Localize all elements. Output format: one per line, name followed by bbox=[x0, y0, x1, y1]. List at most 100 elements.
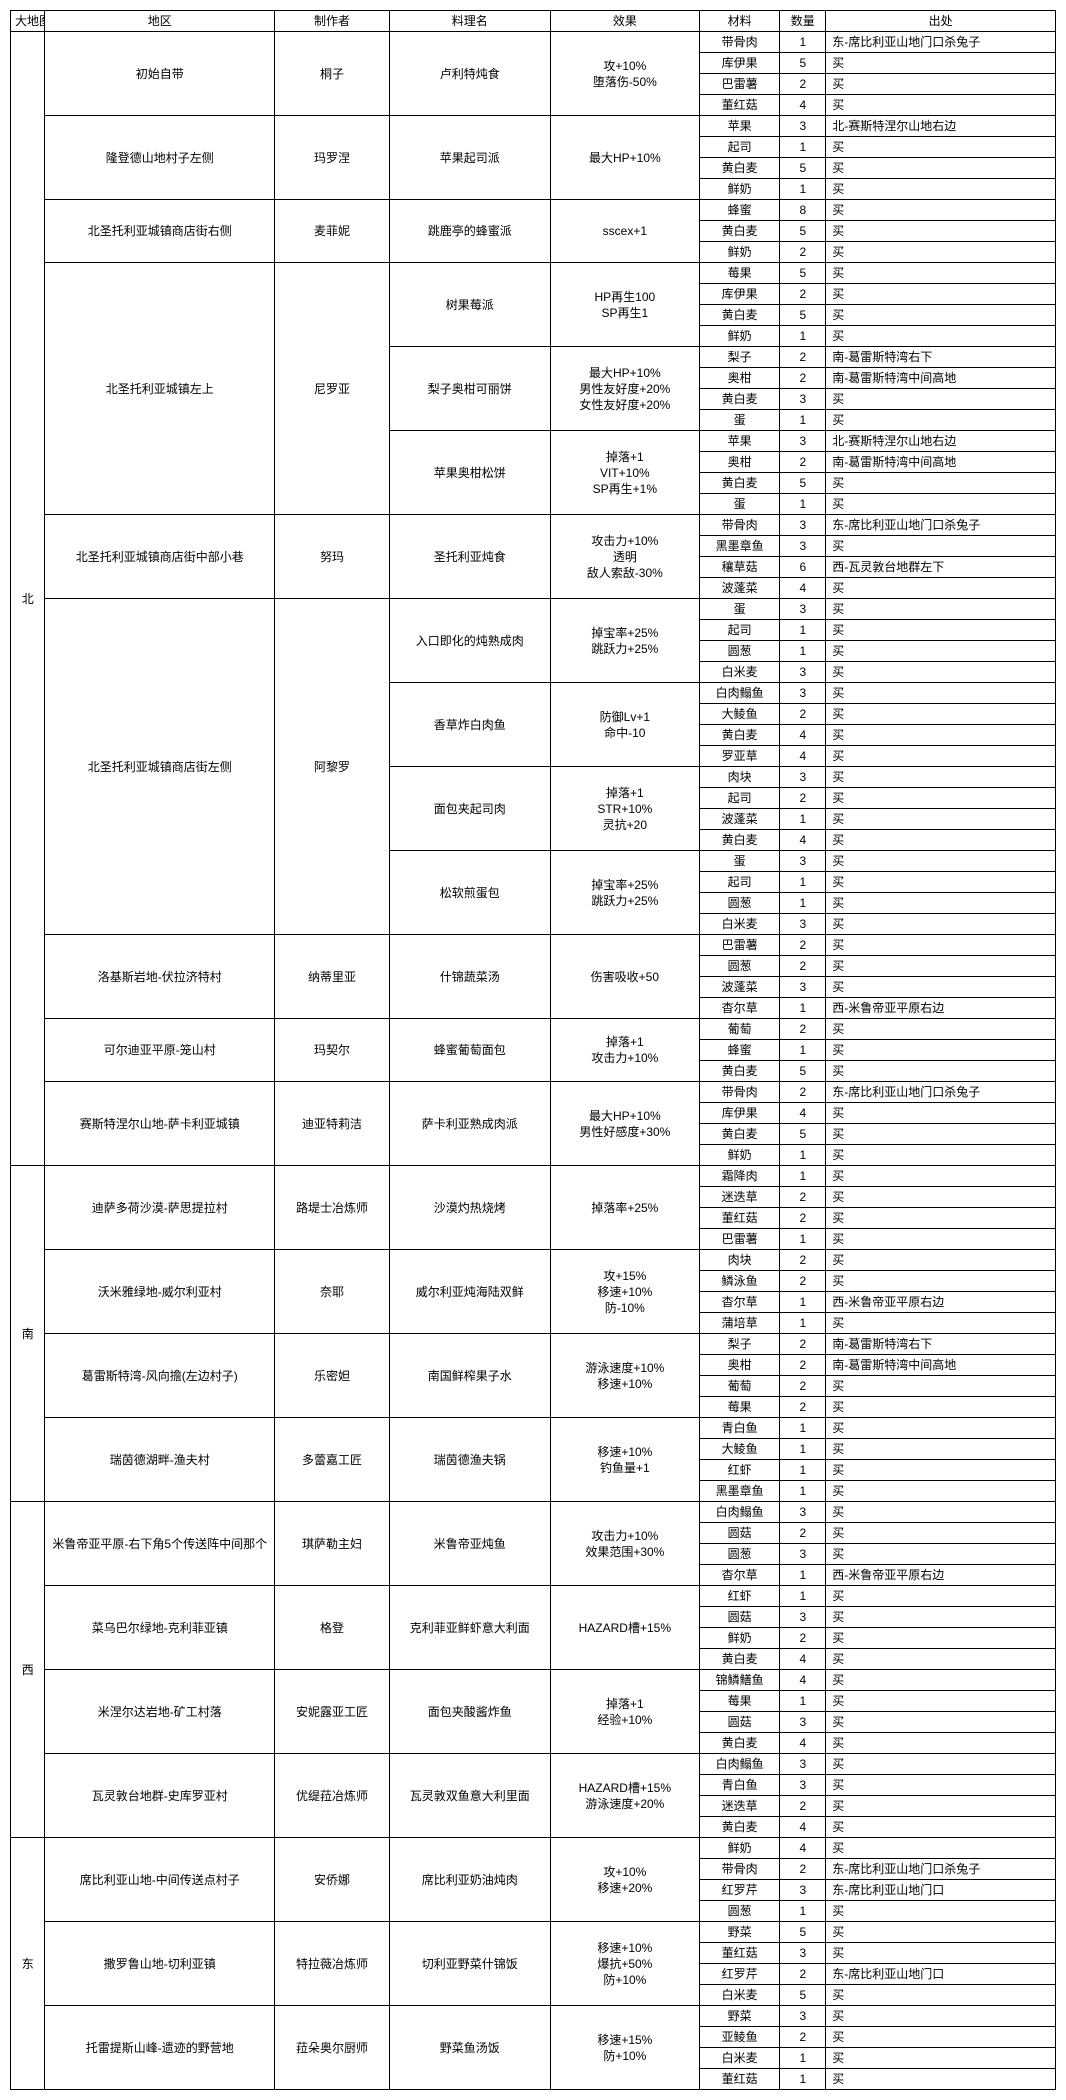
cell: 北圣托利亚城镇商店街中部小巷 bbox=[45, 515, 275, 599]
cell: 梨子 bbox=[699, 347, 779, 368]
cell: 红虾 bbox=[699, 1460, 779, 1481]
cell: 掉落+1攻击力+10% bbox=[550, 1019, 699, 1082]
h-qty: 数量 bbox=[780, 11, 826, 32]
cell: 米鲁帝亚平原-右下角5个传送阵中间那个 bbox=[45, 1502, 275, 1586]
cell: 2 bbox=[780, 1523, 826, 1544]
cell: 瓦灵敦双鱼意大利里面 bbox=[389, 1754, 550, 1838]
cell: 梨子奥柑可丽饼 bbox=[389, 347, 550, 431]
cell: 蛋 bbox=[699, 494, 779, 515]
cell: 2 bbox=[780, 788, 826, 809]
cell: 圣托利亚炖食 bbox=[389, 515, 550, 599]
cell: 奈耶 bbox=[275, 1250, 390, 1334]
cell: 董红菇 bbox=[699, 95, 779, 116]
cell: 掉宝率+25%跳跃力+25% bbox=[550, 599, 699, 683]
cell: 3 bbox=[780, 2006, 826, 2027]
cell: 东-席比利亚山地门口 bbox=[826, 1964, 1056, 1985]
cell: 沙漠灼热烧烤 bbox=[389, 1166, 550, 1250]
cell: 树果莓派 bbox=[389, 263, 550, 347]
cell: 买 bbox=[826, 683, 1056, 704]
cell: HAZARD槽+15% bbox=[550, 1586, 699, 1670]
h-area: 地区 bbox=[45, 11, 275, 32]
cell: 切利亚野菜什锦饭 bbox=[389, 1922, 550, 2006]
cell: 圆葱 bbox=[699, 893, 779, 914]
cell: 黄白麦 bbox=[699, 473, 779, 494]
cell: 买 bbox=[826, 1502, 1056, 1523]
cell: 库伊果 bbox=[699, 53, 779, 74]
cell: 黄白麦 bbox=[699, 305, 779, 326]
cell: 起司 bbox=[699, 620, 779, 641]
cell: 北-赛斯特涅尔山地右边 bbox=[826, 431, 1056, 452]
cell: 圆葱 bbox=[699, 956, 779, 977]
cell: 圆菇 bbox=[699, 1523, 779, 1544]
table-row: 东席比利亚山地-中间传送点村子安侨娜席比利亚奶油炖肉攻+10%移速+20%鲜奶4… bbox=[11, 1838, 1056, 1859]
cell: 圆葱 bbox=[699, 641, 779, 662]
cell: 霜降肉 bbox=[699, 1166, 779, 1187]
cell: 西 bbox=[11, 1502, 45, 1838]
cell: 买 bbox=[826, 956, 1056, 977]
cell: 南国鲜榨果子水 bbox=[389, 1334, 550, 1418]
cell: 纳蒂里亚 bbox=[275, 935, 390, 1019]
cell: 北圣托利亚城镇左上 bbox=[45, 263, 275, 515]
cell: 瑞茵德湖畔-渔夫村 bbox=[45, 1418, 275, 1502]
cell: 蛋 bbox=[699, 599, 779, 620]
cell: 董红菇 bbox=[699, 1943, 779, 1964]
cell: 买 bbox=[826, 305, 1056, 326]
cell: 1 bbox=[780, 137, 826, 158]
cell: 南-葛雷斯特湾中间高地 bbox=[826, 452, 1056, 473]
cell: 带骨肉 bbox=[699, 1859, 779, 1880]
h-dish: 料理名 bbox=[389, 11, 550, 32]
cell: 买 bbox=[826, 1019, 1056, 1040]
cell: 买 bbox=[826, 1229, 1056, 1250]
cell: 安妮露亚工匠 bbox=[275, 1670, 390, 1754]
cell: 圆菇 bbox=[699, 1607, 779, 1628]
cell: 买 bbox=[826, 1796, 1056, 1817]
cell: 青白鱼 bbox=[699, 1418, 779, 1439]
cell: 蜂蜜 bbox=[699, 200, 779, 221]
cell: 买 bbox=[826, 620, 1056, 641]
table-row: 葛雷斯特湾-风向擔(左边村子)乐密妲南国鲜榨果子水游泳速度+10%移速+10%梨… bbox=[11, 1334, 1056, 1355]
cell: 2 bbox=[780, 452, 826, 473]
cell: 西-米鲁帝亚平原右边 bbox=[826, 1565, 1056, 1586]
cell: 入口即化的炖熟成肉 bbox=[389, 599, 550, 683]
cell: 多蕾嘉工匠 bbox=[275, 1418, 390, 1502]
cell: 带骨肉 bbox=[699, 515, 779, 536]
cell: 5 bbox=[780, 473, 826, 494]
cell: 5 bbox=[780, 1922, 826, 1943]
cell: 鲜奶 bbox=[699, 179, 779, 200]
table-body: 北初始自带桐子卢利特炖食攻+10%堕落伤-50%带骨肉1东-席比利亚山地门口杀兔… bbox=[11, 32, 1056, 2090]
cell: 4 bbox=[780, 1103, 826, 1124]
cell: 买 bbox=[826, 494, 1056, 515]
cell: 买 bbox=[826, 914, 1056, 935]
cell: 买 bbox=[826, 1691, 1056, 1712]
cell: 南-葛雷斯特湾中间高地 bbox=[826, 1355, 1056, 1376]
cell: 4 bbox=[780, 830, 826, 851]
cell: 买 bbox=[826, 389, 1056, 410]
cell: 跳鹿亭的蜂蜜派 bbox=[389, 200, 550, 263]
cell: 葡萄 bbox=[699, 1019, 779, 1040]
cell: 董红菇 bbox=[699, 1208, 779, 1229]
cell: 买 bbox=[826, 242, 1056, 263]
cell: 圆菇 bbox=[699, 1712, 779, 1733]
cell: 买 bbox=[826, 746, 1056, 767]
cell: 卢利特炖食 bbox=[389, 32, 550, 116]
table-row: 托雷提斯山峰-遗迹的野营地菈朵奥尔厨师野菜鱼汤饭移速+15%防+10%野菜3买 bbox=[11, 2006, 1056, 2027]
table-row: 瓦灵敦台地群-史库罗亚村优缇菈冶炼师瓦灵敦双鱼意大利里面HAZARD槽+15%游… bbox=[11, 1754, 1056, 1775]
cell: 席比利亚山地-中间传送点村子 bbox=[45, 1838, 275, 1922]
cell: 2 bbox=[780, 1019, 826, 1040]
cell: 瑞茵德渔夫锅 bbox=[389, 1418, 550, 1502]
cell: 买 bbox=[826, 1817, 1056, 1838]
cell: 买 bbox=[826, 1250, 1056, 1271]
cell: 南-葛雷斯特湾右下 bbox=[826, 1334, 1056, 1355]
cell: 伤害吸收+50 bbox=[550, 935, 699, 1019]
cell: 白肉鳎鱼 bbox=[699, 683, 779, 704]
cell: 1 bbox=[780, 641, 826, 662]
cell: 2 bbox=[780, 1859, 826, 1880]
cell: 波蓬菜 bbox=[699, 977, 779, 998]
cell: 买 bbox=[826, 851, 1056, 872]
cell: 买 bbox=[826, 1040, 1056, 1061]
cell: 2 bbox=[780, 1082, 826, 1103]
cell: 麦菲妮 bbox=[275, 200, 390, 263]
cell: 买 bbox=[826, 1376, 1056, 1397]
cell: 青白鱼 bbox=[699, 1775, 779, 1796]
cell: 买 bbox=[826, 1670, 1056, 1691]
